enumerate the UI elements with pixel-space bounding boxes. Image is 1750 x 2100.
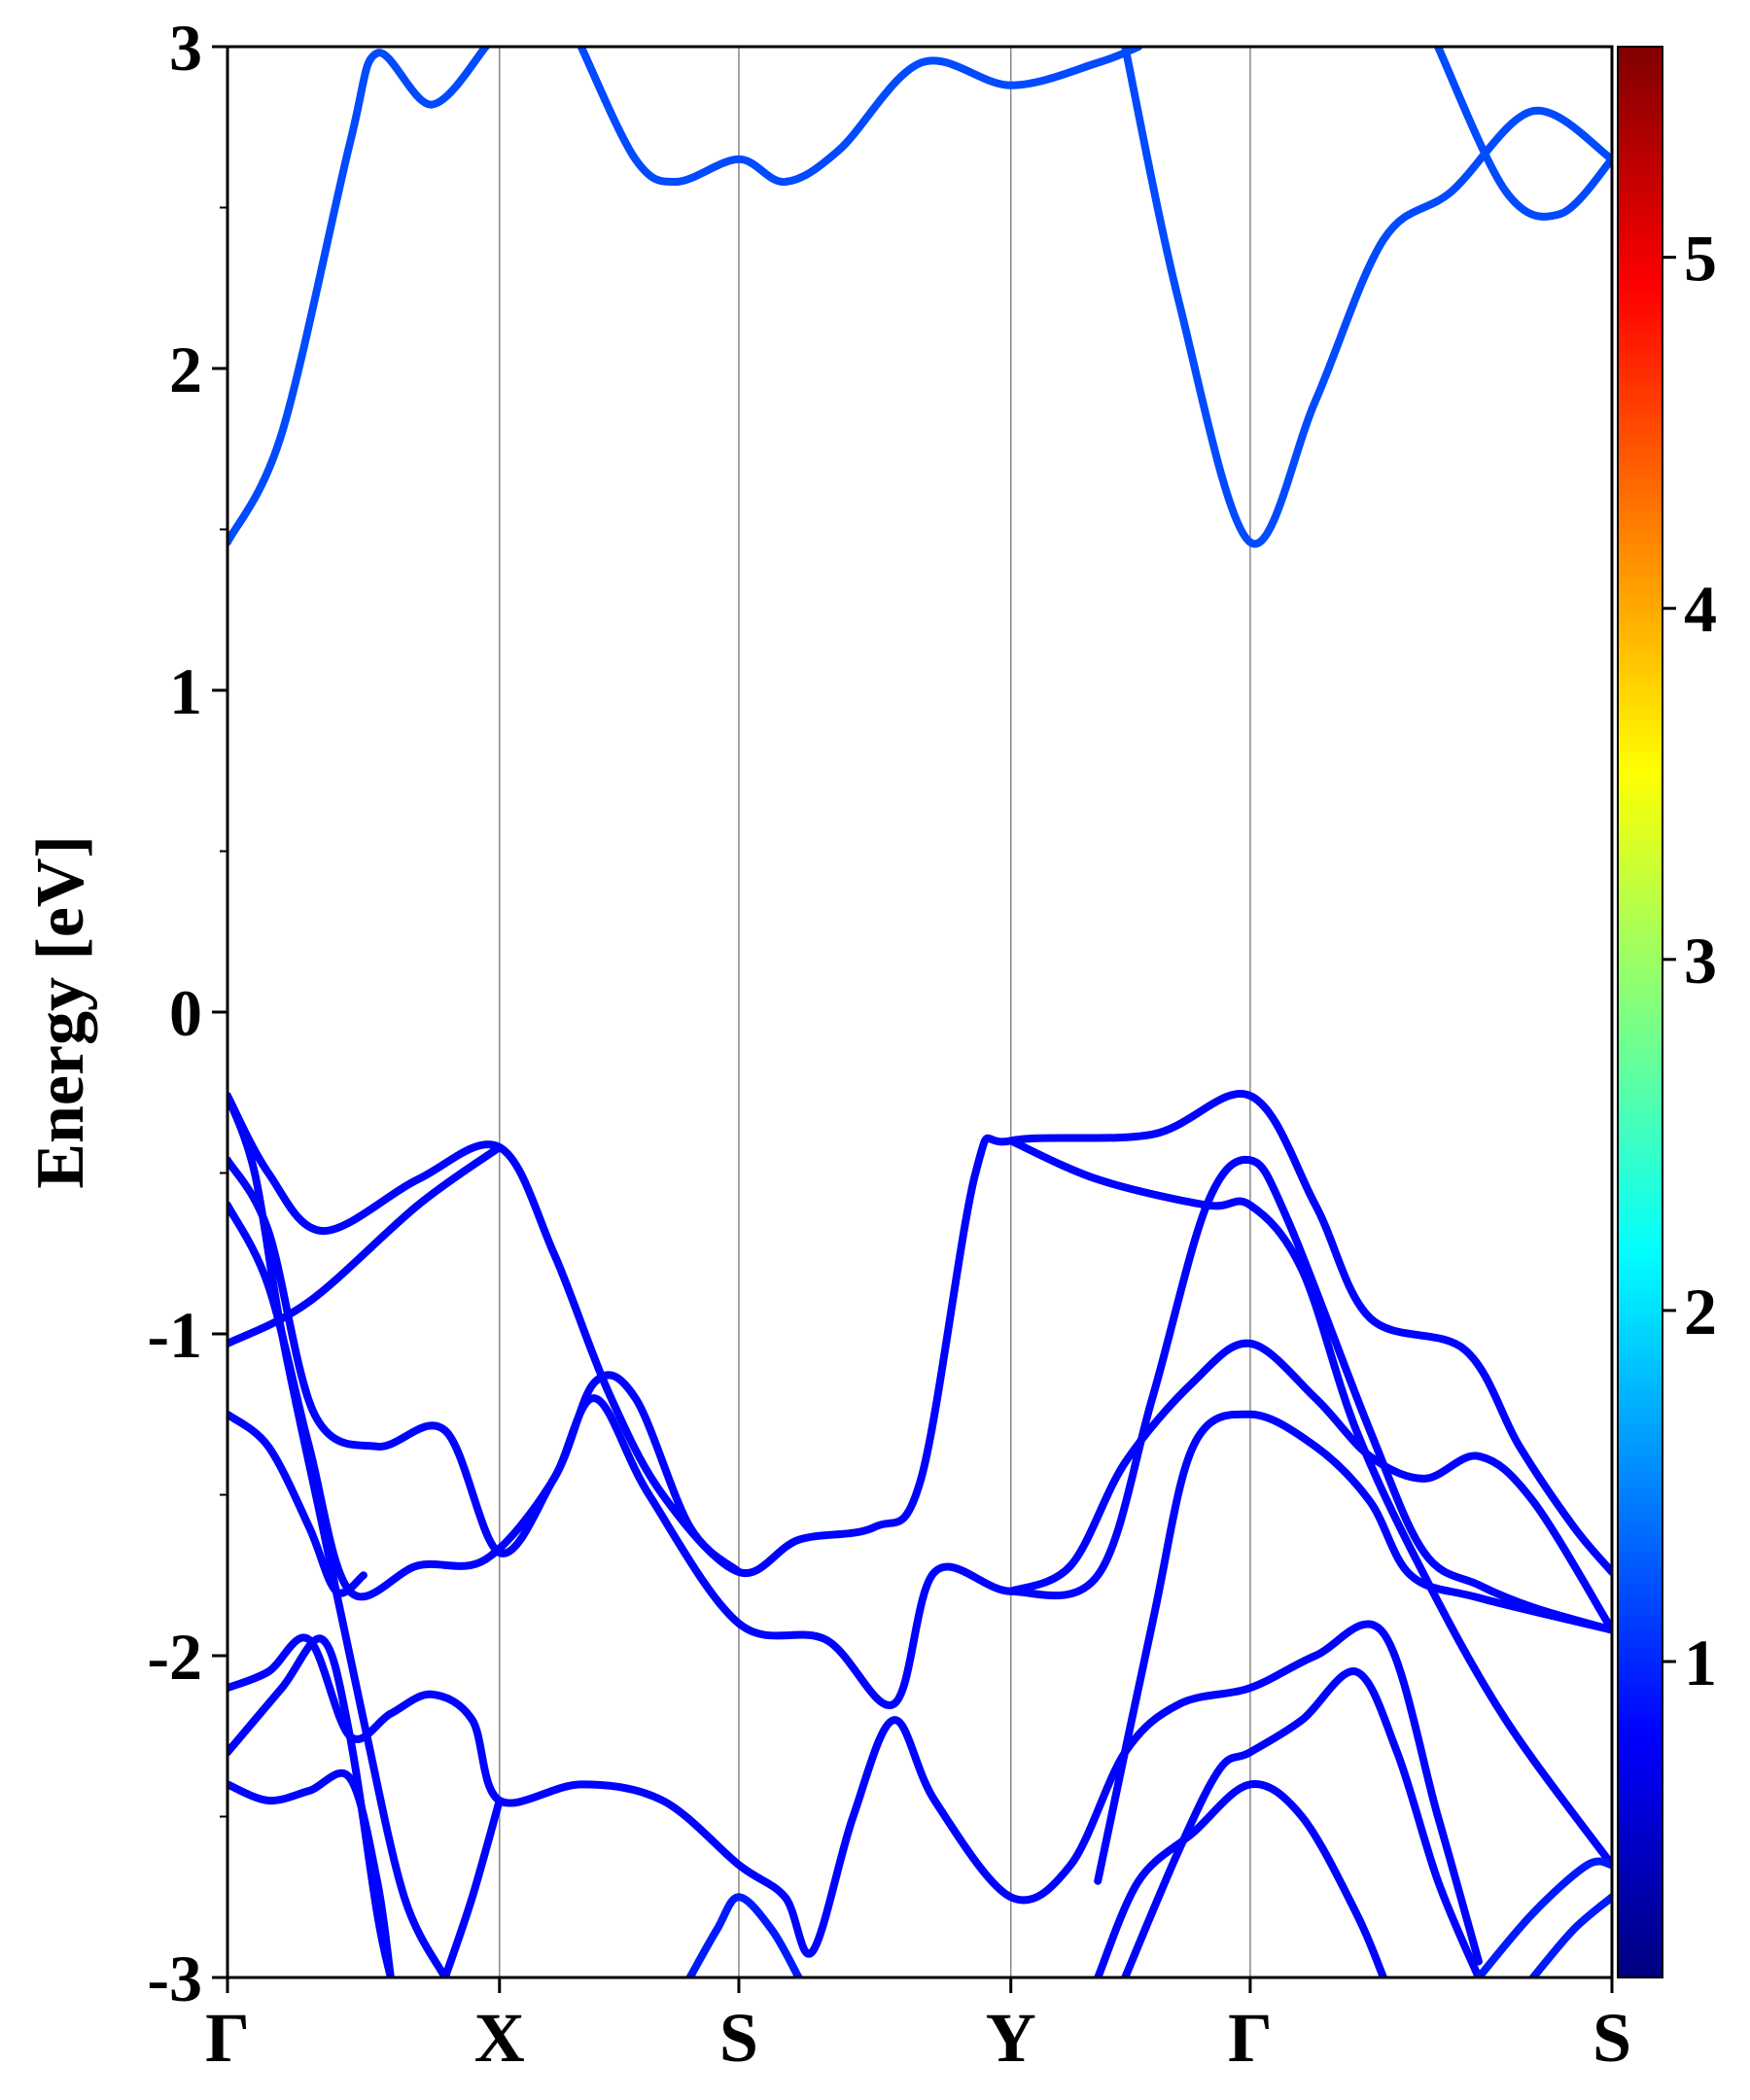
band-16 bbox=[440, 1797, 504, 1978]
band-5 bbox=[228, 1155, 1612, 1709]
band-2 bbox=[1121, 47, 1612, 548]
band-18 bbox=[1121, 1667, 1483, 1978]
y-tick-label: -3 bbox=[147, 1942, 202, 2015]
colorbar-tick-label: 1 bbox=[1684, 1626, 1717, 1699]
colorbar-tick-label: 3 bbox=[1684, 924, 1717, 998]
y-tick-label: 3 bbox=[169, 11, 202, 85]
band-4 bbox=[228, 1090, 1612, 1578]
band-1 bbox=[577, 47, 1143, 186]
band-11 bbox=[228, 1410, 368, 1597]
y-tick-label: 2 bbox=[169, 332, 202, 406]
colorbar-tick-label: 4 bbox=[1684, 573, 1717, 647]
band-14 bbox=[228, 1768, 395, 1978]
band-10 bbox=[1094, 1410, 1612, 1885]
band-0 bbox=[228, 47, 490, 546]
colorbar-tick-label: 5 bbox=[1684, 222, 1717, 296]
band-7 bbox=[228, 1143, 504, 1348]
band-19 bbox=[1474, 1857, 1612, 1978]
colorbar-tick-label: 2 bbox=[1684, 1275, 1717, 1348]
band-17 bbox=[1094, 1780, 1387, 1978]
y-tick-label: -1 bbox=[147, 1298, 202, 1372]
band-curves bbox=[228, 47, 1612, 1978]
band-8 bbox=[1006, 1137, 1612, 1870]
y-tick-label: -2 bbox=[147, 1620, 202, 1694]
y-axis-label: Energy [eV] bbox=[23, 835, 98, 1189]
band-15 bbox=[228, 1092, 449, 1978]
band-13 bbox=[228, 1634, 395, 1978]
y-tick-label: 1 bbox=[169, 654, 202, 728]
band-9 bbox=[1006, 1339, 1612, 1634]
band-21 bbox=[685, 1893, 803, 1978]
y-tick-label: 0 bbox=[169, 976, 202, 1050]
x-tick-label-0: Γ bbox=[205, 1999, 250, 2077]
x-tick-label-5: S bbox=[1592, 1999, 1631, 2077]
band-20 bbox=[1528, 1893, 1612, 1978]
x-tick-label-3: Y bbox=[986, 1999, 1036, 2077]
x-tick-label-1: X bbox=[474, 1999, 525, 2077]
band-12 bbox=[228, 1620, 1483, 1966]
x-tick-label-4: Γ bbox=[1228, 1999, 1273, 2077]
band-6 bbox=[228, 1201, 743, 1601]
colorbar bbox=[1617, 46, 1663, 1978]
y-axis-ticks: -3 -2 -1 0 1 2 3 bbox=[147, 11, 228, 2015]
colorbar-ticks: 1 2 3 4 5 bbox=[1662, 222, 1717, 1699]
band-3 bbox=[1434, 47, 1612, 221]
x-tick-label-2: S bbox=[719, 1999, 758, 2077]
high-symmetry-gridlines bbox=[499, 47, 1251, 1978]
